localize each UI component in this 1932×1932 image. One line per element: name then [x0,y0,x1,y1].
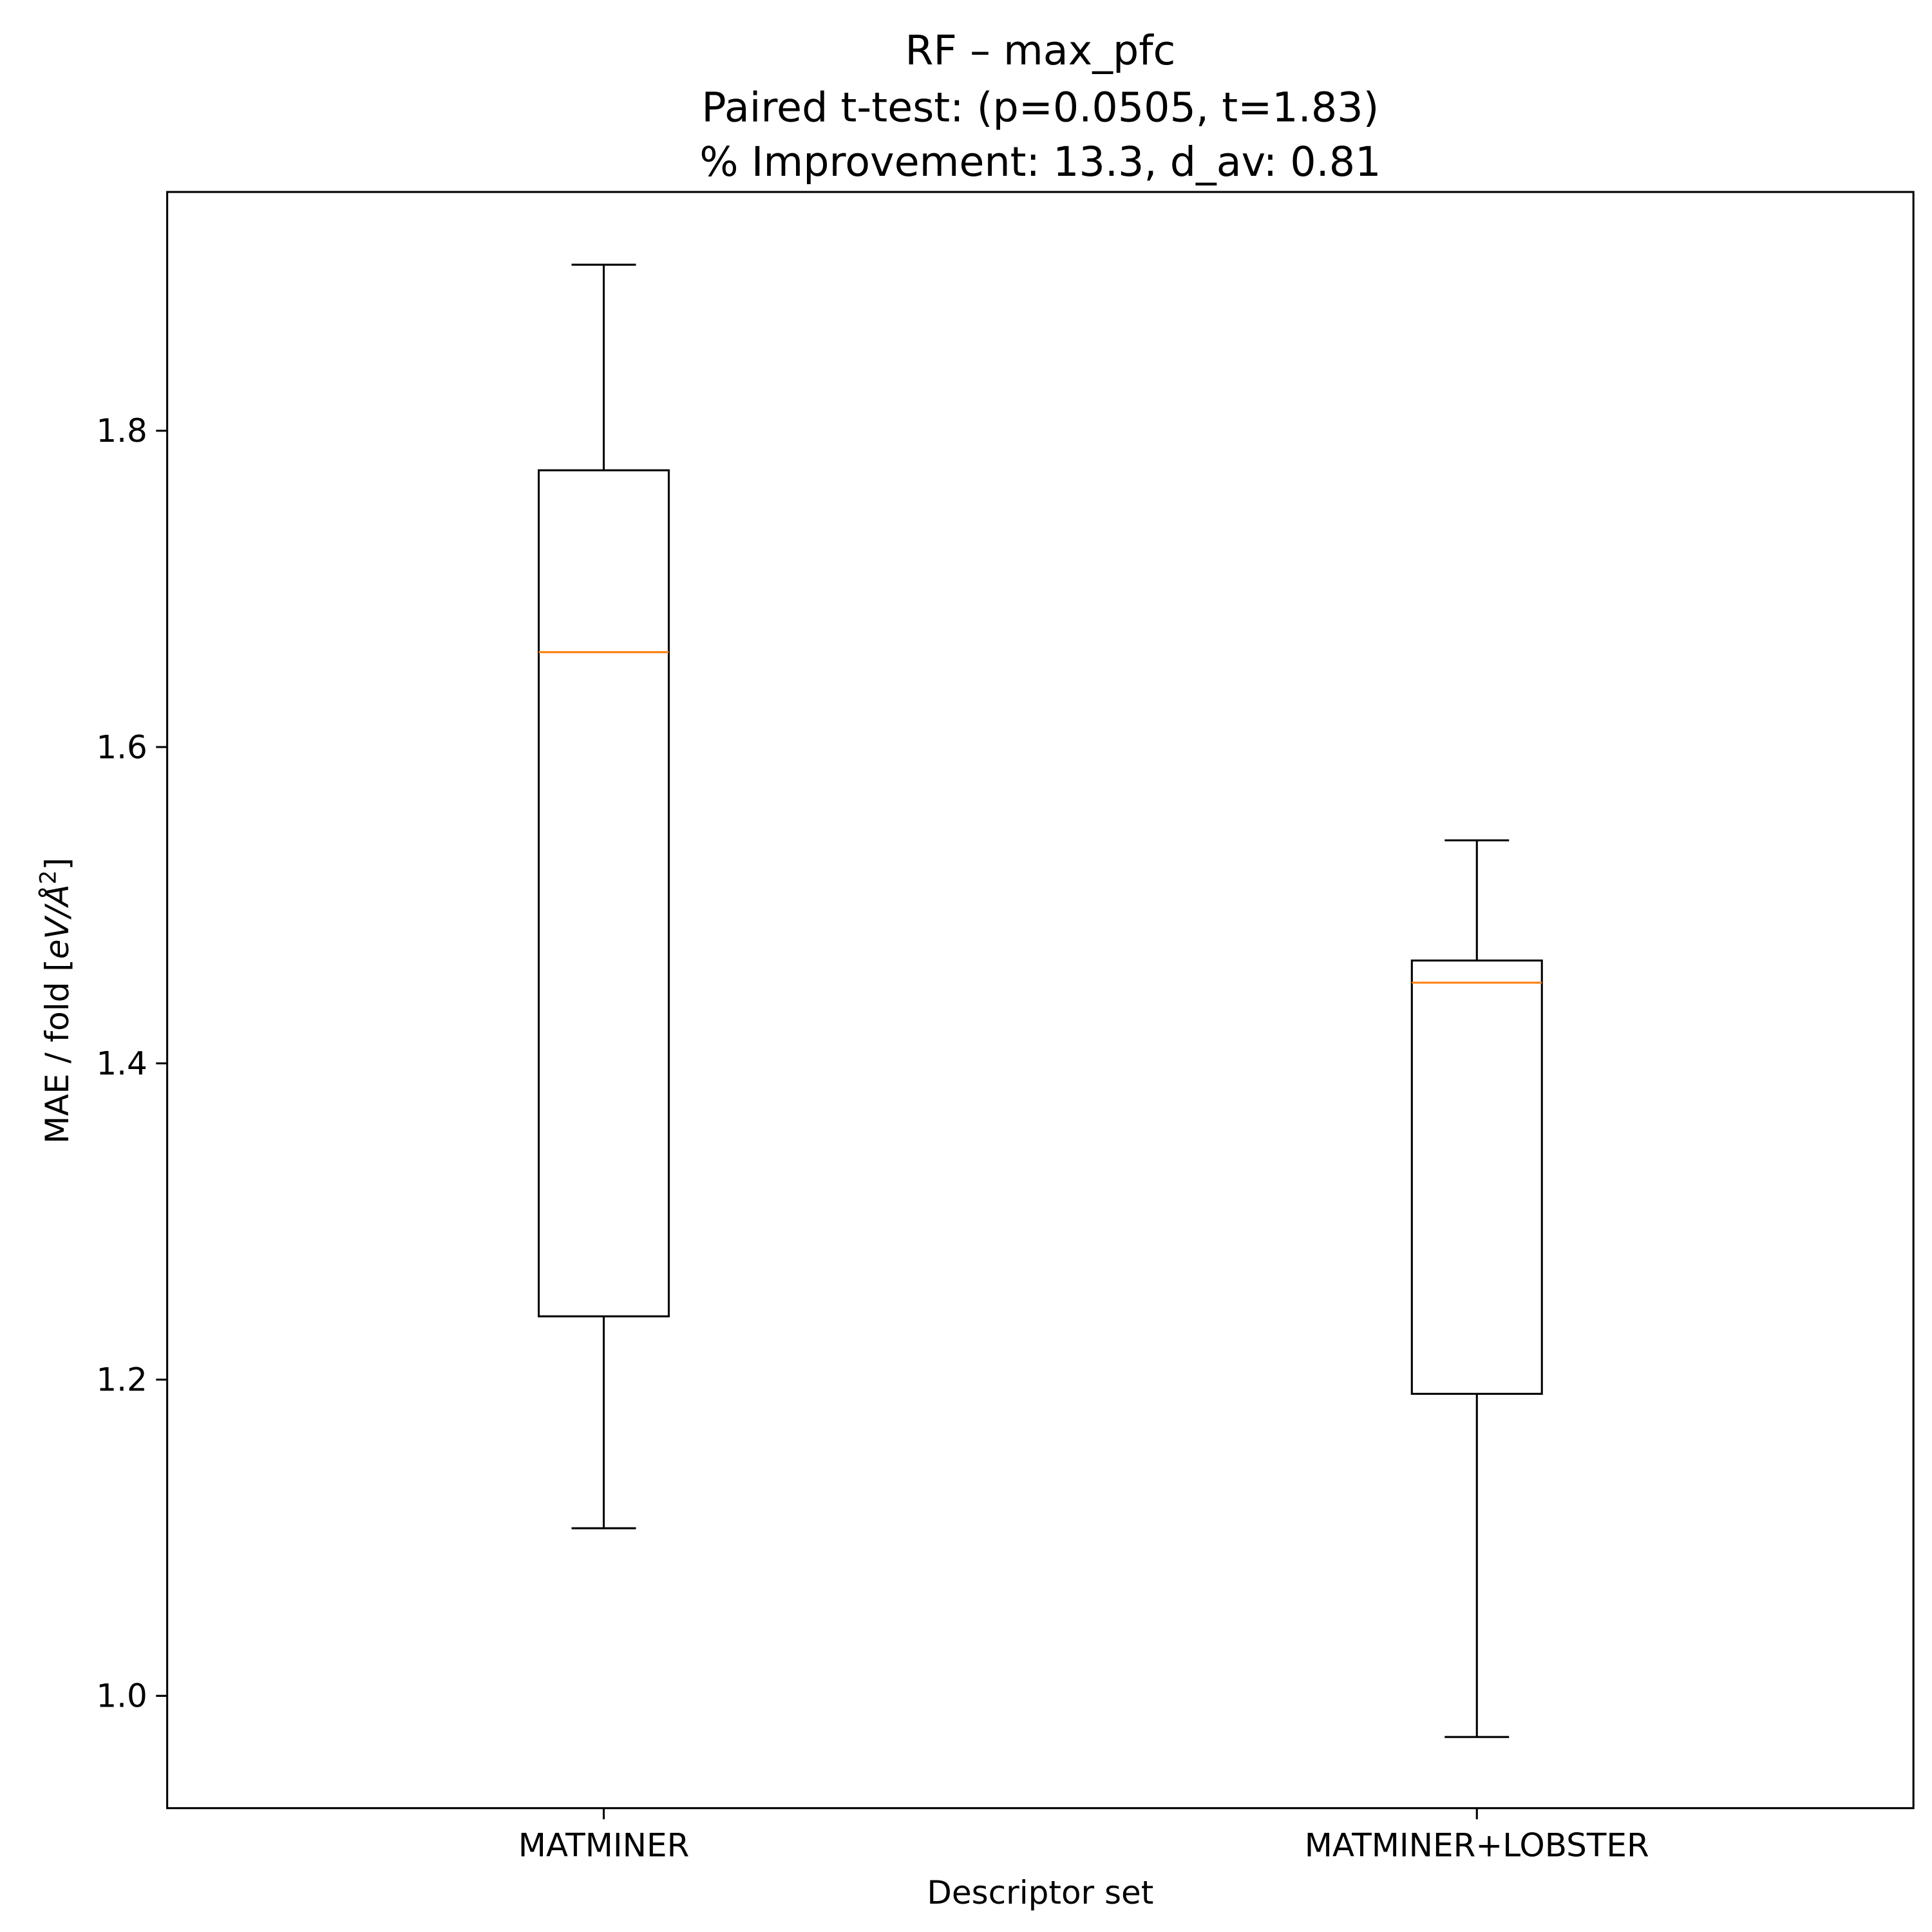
x-tick-label: MATMINER+LOBSTER [1305,1827,1649,1864]
title-line-2: Paired t-test: (p=0.0505, t=1.83) [701,83,1379,131]
plot-area-frame [166,191,1915,1810]
x-axis-label: Descriptor set [927,1874,1153,1911]
chart-title: RF – max_pfc Paired t-test: (p=0.0505, t… [699,26,1381,185]
iqr-box [538,469,670,1318]
title-line-1: RF – max_pfc [905,26,1175,74]
box-2 [1410,839,1543,1738]
iqr-box [1410,959,1543,1395]
y-tick-label: 1.2 [96,1361,147,1399]
y-tick-label: 1.4 [96,1045,147,1082]
y-axis-label: MAE / fold [eV/Å2] [36,858,76,1144]
box-1 [538,263,670,1530]
title-line-3: % Improvement: 13.3, d_av: 0.81 [699,138,1381,185]
y-tick-label: 1.0 [96,1678,147,1715]
y-tick-label: 1.8 [96,412,147,450]
x-tick-label: MATMINER [518,1827,690,1864]
y-tick-label: 1.6 [96,728,147,766]
